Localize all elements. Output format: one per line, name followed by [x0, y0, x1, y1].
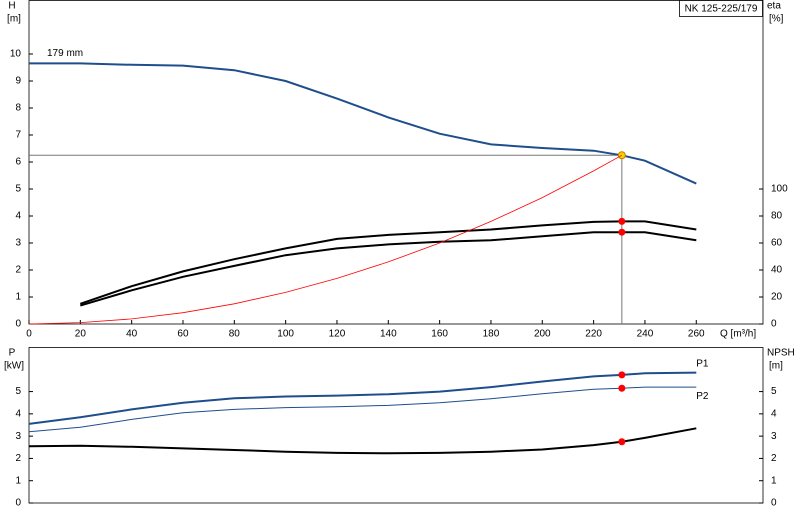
y2-tick-label: 4 [771, 408, 777, 419]
x-tick-label: 0 [26, 329, 32, 340]
plot-frame [28, 0, 764, 325]
x-tick-label: 200 [534, 329, 551, 340]
plot-frame [28, 347, 764, 504]
x-tick-label: 260 [688, 329, 705, 340]
y-tick-label: 5 [15, 386, 21, 397]
series-label: 179 mm [47, 48, 83, 59]
y-tick-label: 2 [15, 453, 21, 464]
duty-point [618, 438, 626, 446]
y-tick-label: 1 [15, 475, 21, 486]
y2-tick-label: 5 [771, 386, 777, 397]
y-tick-label: 1 [15, 292, 21, 303]
y2-tick-label: 60 [771, 238, 783, 249]
y2-tick-label: 2 [771, 453, 777, 464]
duty-point [617, 151, 626, 160]
y-tick-label: 7 [15, 130, 21, 141]
chart-title: NK 125-225/179 [685, 4, 758, 15]
y-axis-label: P [9, 348, 16, 359]
x-tick-label: 40 [126, 329, 138, 340]
y-axis-unit: [kW] [4, 361, 24, 372]
series-line [80, 231, 697, 307]
duty-point [618, 384, 626, 392]
y2-tick-label: 80 [771, 211, 783, 222]
y-tick-label: 8 [15, 103, 21, 114]
y2-tick-label: 100 [771, 184, 788, 195]
duty-point [618, 217, 626, 225]
y2-axis-unit: [%] [769, 14, 784, 25]
y-tick-label: 0 [15, 498, 21, 509]
title-box [679, 0, 763, 17]
x-tick-label: 180 [483, 329, 500, 340]
x-tick-label: 100 [277, 329, 294, 340]
series-label: P1 [696, 358, 709, 369]
y-tick-label: 6 [15, 157, 21, 168]
x-tick-label: 120 [329, 329, 346, 340]
series-line [29, 62, 697, 185]
y2-tick-label: 0 [771, 319, 777, 330]
y-tick-label: 5 [15, 184, 21, 195]
series-line [28, 371, 697, 425]
y-tick-label: 4 [15, 211, 21, 222]
x-tick-label: 220 [585, 329, 602, 340]
series-line [28, 427, 697, 455]
series-line [28, 154, 622, 325]
y2-tick-label: 1 [771, 475, 777, 486]
series-line [79, 220, 697, 305]
series-line [28, 386, 697, 433]
y2-axis-label: NPSH [767, 348, 795, 359]
y2-tick-label: 40 [771, 265, 783, 276]
x-tick-label: 140 [380, 329, 397, 340]
x-tick-label: 80 [229, 329, 241, 340]
y-tick-label: 2 [15, 265, 21, 276]
x-tick-label: 20 [75, 329, 87, 340]
x-tick-label: 160 [431, 329, 448, 340]
y2-axis-label: eta [767, 1, 781, 12]
x-axis-label: Q [m³/h] [720, 329, 756, 340]
y2-axis-unit: [m] [769, 361, 783, 372]
y2-tick-label: 3 [771, 431, 777, 442]
y-tick-label: 0 [15, 319, 21, 330]
y2-tick-label: 20 [771, 292, 783, 303]
series-label: P2 [696, 391, 709, 402]
y-axis-unit: [m] [7, 14, 21, 25]
x-tick-label: 60 [177, 329, 189, 340]
y-tick-label: 10 [10, 49, 22, 60]
y-tick-label: 4 [15, 408, 21, 419]
y-axis-label: H [8, 1, 15, 12]
y2-tick-label: 0 [771, 498, 777, 509]
x-tick-label: 240 [637, 329, 654, 340]
y-tick-label: 3 [15, 431, 21, 442]
duty-point [618, 228, 626, 236]
duty-point [618, 371, 626, 379]
y-tick-label: 9 [15, 76, 21, 87]
y-tick-label: 3 [15, 238, 21, 249]
